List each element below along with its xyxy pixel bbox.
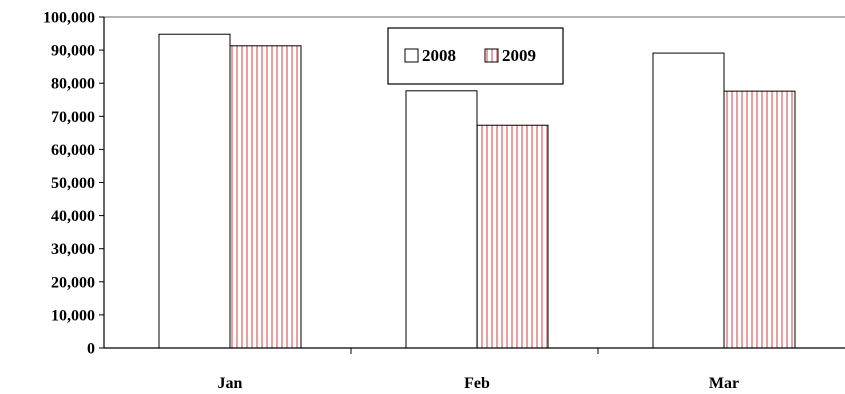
y-tick-label: 80,000 <box>51 76 95 93</box>
x-tick-label-feb: Feb <box>464 375 490 392</box>
y-tick-label: 30,000 <box>51 241 95 258</box>
x-tick-label-mar: Mar <box>709 375 739 392</box>
x-axis: Jan Feb Mar <box>104 347 845 392</box>
bar-2008-feb <box>405 90 478 349</box>
legend-label-2009: 2009 <box>502 46 536 65</box>
y-tick-label: 20,000 <box>51 274 95 291</box>
x-tick-label-jan: Jan <box>218 375 243 392</box>
y-tick-label: 60,000 <box>51 142 95 159</box>
legend-box <box>387 27 564 85</box>
bar-2008-mar <box>652 52 725 349</box>
y-tick-label: 50,000 <box>51 175 95 192</box>
y-tick-label: 90,000 <box>51 43 95 60</box>
y-tick-label: 40,000 <box>51 208 95 225</box>
legend: 2008 2009 <box>387 27 564 85</box>
y-tick-label: 0 <box>87 341 95 358</box>
bar-2008-jan <box>158 33 231 349</box>
legend-label-2008: 2008 <box>422 46 456 65</box>
bar-2009-feb <box>476 124 549 349</box>
legend-swatch-2009 <box>484 48 499 63</box>
bars-group <box>158 33 796 349</box>
y-tick-label: 10,000 <box>51 307 95 324</box>
legend-swatch-2008 <box>404 48 419 63</box>
y-axis: 0 10,000 20,000 30,000 40,000 50,000 60,000 70,… <box>43 10 105 358</box>
bar-2009-mar <box>723 90 796 349</box>
y-tick-label: 100,000 <box>43 10 95 27</box>
y-tick-label: 70,000 <box>51 109 95 126</box>
bar-2009-jan <box>229 45 302 349</box>
